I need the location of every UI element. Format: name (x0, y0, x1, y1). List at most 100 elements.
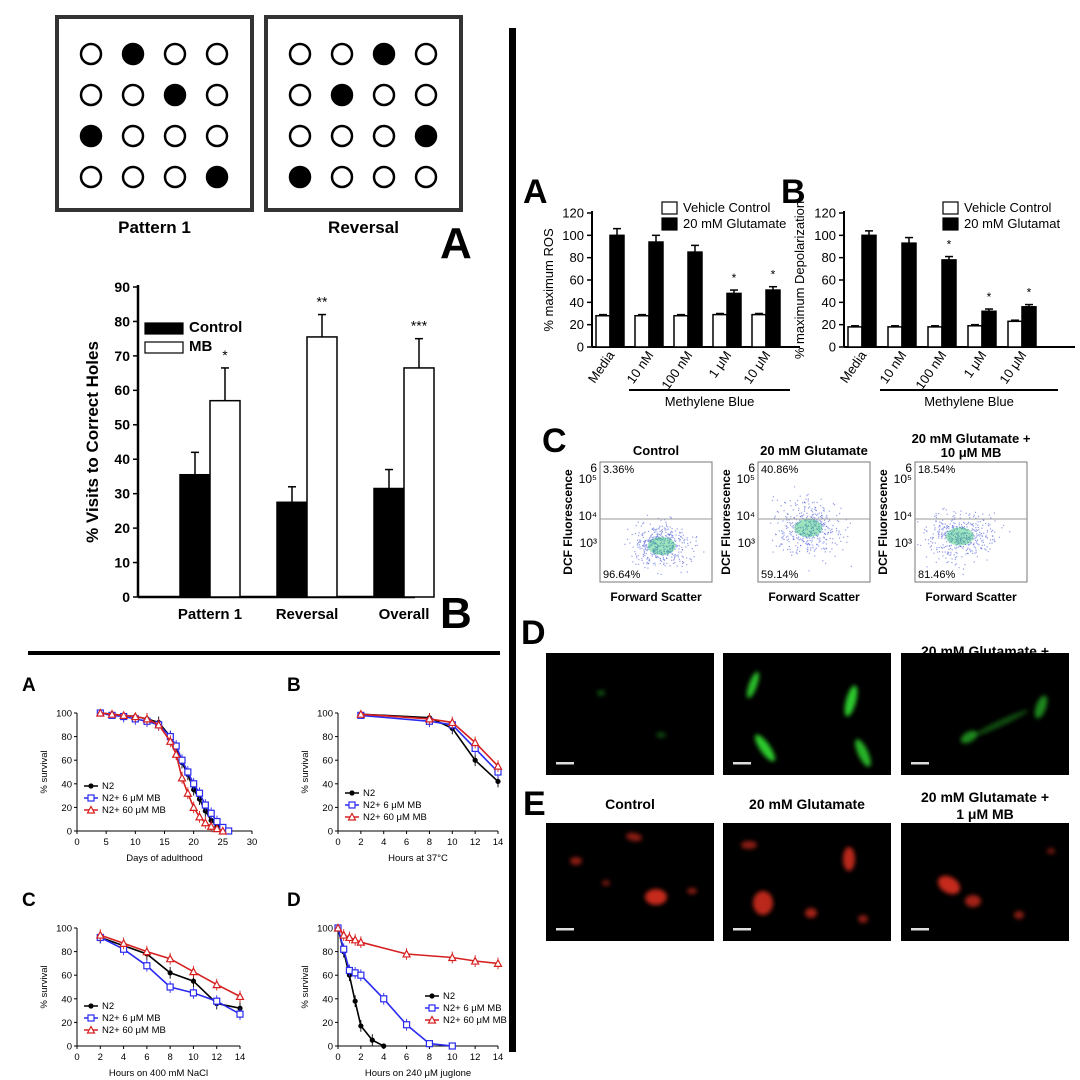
flow-event (644, 531, 646, 533)
flow-event (679, 531, 681, 533)
flow-event (637, 539, 639, 541)
flow-event (815, 523, 817, 525)
flow-event (637, 543, 639, 545)
flow-event (937, 551, 939, 553)
flow-event (959, 517, 961, 519)
flow-event (642, 545, 644, 547)
flow-event (670, 537, 672, 539)
flow-event (968, 538, 970, 540)
flow-event (935, 513, 937, 515)
flow-event (982, 524, 984, 526)
flow-event (945, 536, 947, 538)
flow-event (650, 535, 652, 537)
flow-event (986, 529, 989, 532)
flow-event (812, 544, 814, 546)
x-tick-label: 10 (447, 1052, 458, 1063)
y-tick-label: 120 (562, 206, 584, 221)
flow-event (994, 520, 996, 522)
data-point (447, 717, 457, 727)
flow-event (941, 528, 943, 530)
data-point (178, 756, 186, 764)
flow-event (952, 527, 954, 529)
flow-event (635, 525, 637, 527)
flow-event (931, 538, 933, 540)
flow-event (686, 557, 688, 559)
flow-event (949, 523, 951, 525)
flow-event (815, 525, 817, 527)
flow-event (805, 524, 807, 527)
flow-event (653, 550, 656, 552)
flow-density-core (945, 527, 974, 546)
flow-event (679, 539, 681, 541)
flow-event (838, 530, 840, 532)
flow-event (653, 536, 655, 538)
flow-event (958, 522, 960, 524)
flow-event (649, 523, 651, 525)
flow-event (627, 528, 629, 530)
flow-event (822, 523, 824, 525)
flow-event (809, 531, 811, 533)
flow-event (639, 548, 641, 550)
flow-event (951, 526, 953, 528)
flow-event (784, 502, 786, 504)
flow-event (776, 510, 778, 512)
flow-event (823, 525, 825, 527)
flow-event (646, 550, 648, 552)
flow-event (655, 552, 657, 555)
flow-event (957, 542, 959, 544)
data-point (190, 780, 198, 788)
flow-event (686, 571, 688, 573)
flow-event (806, 512, 808, 514)
flow-event (774, 515, 776, 517)
flow-event (966, 539, 968, 541)
empty-hole (372, 83, 396, 107)
flow-event (979, 531, 981, 533)
flow-event (821, 521, 823, 523)
flow-event (663, 540, 665, 542)
flow-event (934, 527, 936, 529)
flow-event (965, 535, 967, 537)
flow-event (839, 537, 841, 539)
flow-event (830, 531, 832, 533)
flow-event (849, 522, 851, 524)
category-label: Overall (379, 606, 430, 623)
flow-event (786, 522, 789, 524)
flow-event (813, 523, 815, 525)
flow-event (956, 526, 958, 528)
flow-event (783, 534, 785, 536)
empty-hole (372, 124, 396, 148)
flow-event (795, 519, 798, 521)
flow-event (643, 532, 645, 534)
flow-event (803, 510, 806, 512)
flow-y-tick: 10⁴ (893, 509, 912, 523)
significance-marker: * (1027, 286, 1032, 300)
bar-mb (306, 336, 338, 598)
flow-event (780, 505, 782, 507)
data-point (213, 817, 221, 826)
flow-event (962, 568, 965, 570)
flow-event (840, 533, 842, 536)
panel-label: A (22, 675, 36, 696)
flow-event (819, 530, 821, 532)
flow-event (646, 539, 648, 541)
flow-event (690, 560, 692, 562)
flow-event (805, 498, 807, 500)
flow-event (799, 533, 801, 535)
x-tick-label: 14 (493, 837, 504, 848)
flow-event (790, 505, 792, 507)
flow-event (957, 536, 959, 538)
x-tick-label: 10 (447, 837, 458, 848)
flow-y-tick: 10³ (738, 536, 755, 550)
flow-event (796, 550, 798, 552)
flow-event (950, 533, 952, 535)
y-tick-label: 20 (61, 803, 72, 814)
flow-event (941, 523, 943, 525)
x-tick-label: 10 (130, 837, 141, 848)
bar-vehicle-control (712, 313, 728, 348)
flow-event (786, 513, 789, 515)
flow-event (797, 524, 799, 526)
flow-event (947, 561, 949, 563)
panel-label-red-micro: E (523, 785, 546, 823)
flow-event (675, 534, 677, 536)
y-tick-label: 60 (822, 273, 836, 288)
